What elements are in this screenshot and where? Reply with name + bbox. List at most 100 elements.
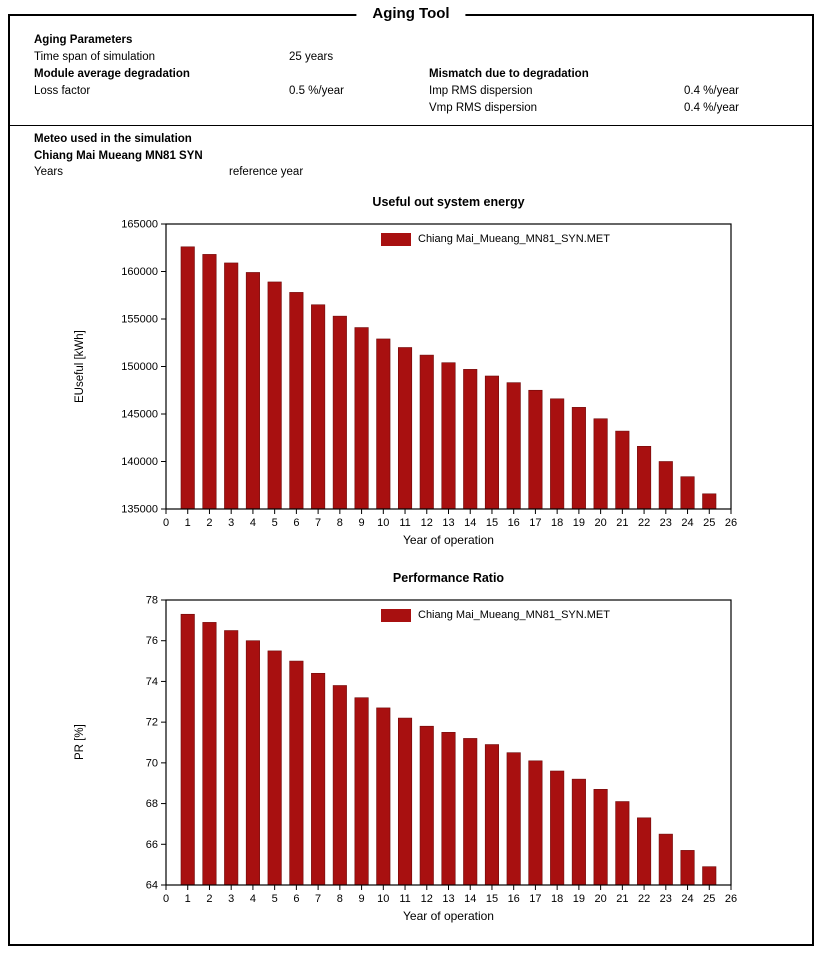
- x-tick-label: 14: [464, 893, 476, 905]
- x-tick-label: 6: [293, 893, 299, 905]
- bar: [311, 303, 326, 509]
- x-tick-label: 4: [250, 517, 256, 529]
- bar: [702, 865, 717, 885]
- x-tick-label: 6: [293, 517, 299, 529]
- bar: [528, 760, 543, 885]
- mismatch-column: Mismatch due to degradation Imp RMS disp…: [429, 32, 739, 117]
- bar: [571, 778, 586, 885]
- bar: [441, 731, 456, 885]
- y-tick-label: 150000: [121, 361, 158, 373]
- meteo-years-row: Years reference year: [34, 164, 788, 181]
- x-tick-label: 19: [573, 893, 585, 905]
- x-tick-label: 22: [638, 517, 650, 529]
- x-tick-label: 24: [681, 517, 693, 529]
- x-tick-label: 1: [185, 517, 191, 529]
- y-tick-label: 165000: [121, 218, 158, 230]
- y-tick-label: 76: [146, 635, 158, 647]
- vmp-dispersion-value: 0.4 %/year: [684, 102, 739, 114]
- y-tick-label: 140000: [121, 456, 158, 468]
- imp-dispersion-label: Imp RMS dispersion: [429, 85, 533, 97]
- y-tick-label: 135000: [121, 503, 158, 515]
- bar: [463, 737, 478, 885]
- bar: [550, 770, 565, 885]
- x-tick-label: 23: [660, 517, 672, 529]
- x-tick-label: 21: [616, 893, 628, 905]
- bar: [702, 492, 717, 509]
- meteo-years-label: Years: [34, 166, 63, 178]
- x-tick-label: 14: [464, 517, 476, 529]
- x-tick-label: 2: [206, 517, 212, 529]
- x-tick-label: 15: [486, 517, 498, 529]
- bar: [289, 660, 304, 885]
- x-tick-label: 10: [377, 893, 389, 905]
- aging-parameters-heading: Aging Parameters: [34, 34, 133, 46]
- bar: [202, 253, 217, 509]
- loss-factor-label: Loss factor: [34, 85, 91, 97]
- bar: [441, 361, 456, 509]
- section-divider: [10, 125, 812, 126]
- bar: [528, 389, 543, 509]
- bar: [506, 381, 521, 509]
- bar: [615, 430, 630, 509]
- bar: [224, 629, 239, 885]
- bar: [484, 743, 499, 885]
- x-tick-label: 11: [399, 893, 410, 905]
- bar: [267, 281, 282, 509]
- x-tick-label: 25: [703, 893, 715, 905]
- loss-factor-row: Loss factor 0.5 %/year: [34, 83, 429, 100]
- bar: [397, 717, 413, 885]
- y-tick-label: 64: [146, 879, 158, 891]
- bar: [593, 417, 608, 509]
- bar: [658, 833, 673, 885]
- x-tick-label: 26: [725, 517, 737, 529]
- useful-energy-y-axis-label: EUseful [kWh]: [74, 329, 86, 403]
- x-tick-label: 20: [594, 517, 606, 529]
- y-tick-label: 145000: [121, 408, 158, 420]
- bar: [376, 338, 391, 509]
- x-tick-label: 10: [377, 517, 389, 529]
- legend-swatch: [381, 232, 411, 246]
- performance-ratio-y-axis-label: PR [%]: [74, 724, 86, 760]
- bar: [202, 621, 217, 885]
- bar: [680, 849, 695, 885]
- bar: [680, 475, 695, 509]
- vmp-dispersion-row: Vmp RMS dispersion 0.4 %/year: [429, 100, 739, 117]
- x-tick-label: 11: [399, 517, 410, 529]
- x-tick-label: 9: [359, 517, 365, 529]
- bar: [245, 639, 260, 885]
- bar: [376, 707, 391, 885]
- x-tick-label: 21: [616, 517, 628, 529]
- x-tick-label: 25: [703, 517, 715, 529]
- x-tick-label: 18: [551, 517, 563, 529]
- x-tick-label: 26: [725, 893, 737, 905]
- x-tick-label: 18: [551, 893, 563, 905]
- x-tick-label: 5: [272, 893, 278, 905]
- x-tick-label: 4: [250, 893, 256, 905]
- y-tick-label: 155000: [121, 313, 158, 325]
- bar: [332, 684, 347, 885]
- x-tick-label: 15: [486, 893, 498, 905]
- time-span-label: Time span of simulation: [34, 51, 156, 63]
- report-page: Aging Tool Aging Parameters Time span of…: [8, 5, 814, 946]
- performance-ratio-chart-title: Performance Ratio: [392, 570, 505, 585]
- y-tick-label: 68: [146, 798, 158, 810]
- bar: [224, 262, 239, 509]
- x-tick-label: 9: [359, 893, 365, 905]
- bar: [637, 445, 652, 509]
- bar: [506, 751, 521, 885]
- useful-energy-chart-title: Useful out system energy: [372, 194, 525, 209]
- bar: [311, 672, 326, 885]
- x-tick-label: 8: [337, 893, 343, 905]
- bar: [267, 650, 282, 885]
- legend-label: Chiang Mai_Mueang_MN81_SYN.MET: [418, 233, 610, 245]
- header-section: Aging Parameters Time span of simulation…: [10, 16, 812, 121]
- useful-energy-chart-area: EUseful [kWh] 135000 140000 145000 150000 15…: [66, 214, 756, 532]
- bar: [550, 398, 565, 509]
- y-tick-label: 74: [146, 675, 158, 687]
- x-tick-label: 16: [508, 893, 520, 905]
- x-tick-label: 23: [660, 893, 672, 905]
- imp-dispersion-row: Imp RMS dispersion 0.4 %/year: [429, 83, 739, 100]
- bar: [180, 245, 195, 509]
- meteo-heading: Meteo used in the simulation: [34, 133, 192, 145]
- legend-swatch: [381, 608, 411, 622]
